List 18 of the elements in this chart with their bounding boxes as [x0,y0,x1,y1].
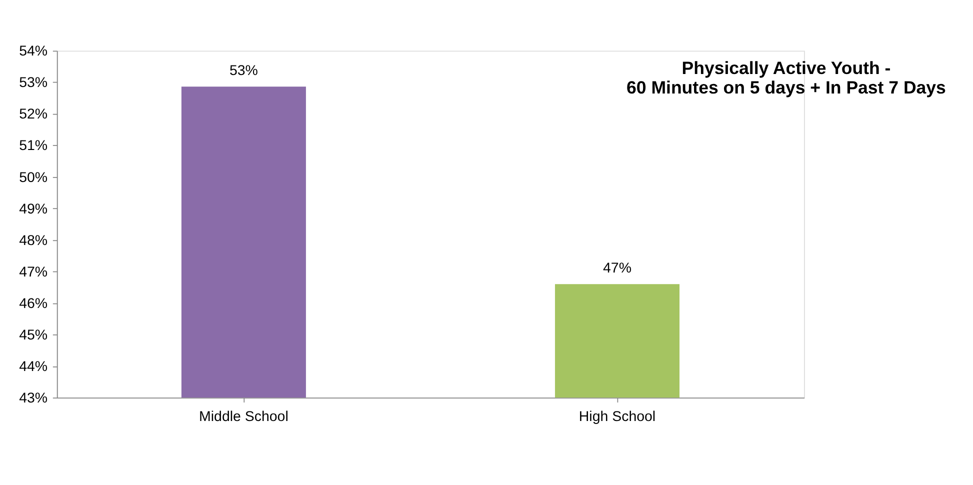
y-tick-label: 43% [19,390,48,406]
y-tick-label: 46% [19,296,48,312]
y-tick-label: 54% [19,44,48,60]
y-tick-label: 52% [19,106,48,123]
y-tick-label: 53% [19,75,48,92]
y-tick-label: 47% [19,264,48,280]
y-tick-label: 45% [19,327,48,344]
data-label: 53% [229,63,258,80]
y-tick-label: 51% [19,138,48,154]
x-tick-label: Middle School [199,409,288,426]
y-tick-label: 50% [19,170,48,186]
text: Physically Active Youth - [682,58,891,78]
text: 60 Minutes on 5 days + In Past 7 Days [626,77,946,98]
y-tick-label: 48% [19,232,48,249]
data-label: 47% [603,260,632,277]
y-tick-label: 49% [19,201,48,218]
y-tick-label: 44% [19,358,48,375]
x-tick-label: High School [578,409,656,426]
